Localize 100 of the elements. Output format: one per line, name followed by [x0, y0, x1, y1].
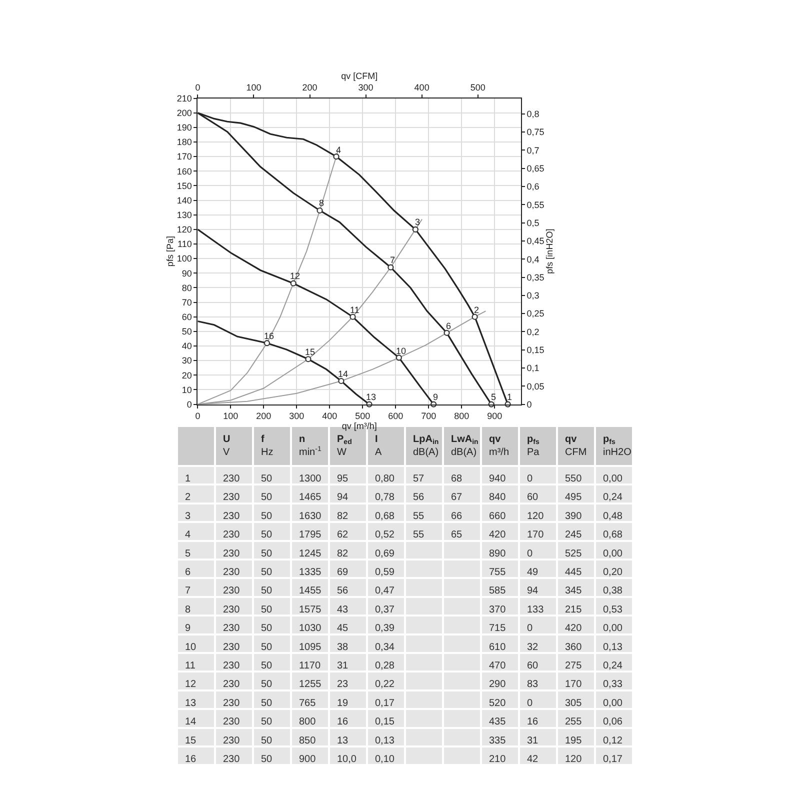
data-label: 230 [223, 660, 240, 672]
y-tick-label: 7 [185, 586, 191, 597]
data-label: 16 [527, 716, 539, 728]
x-tick-label: qv CFM [565, 434, 587, 458]
y-tick-label: 13 [185, 698, 197, 709]
data-label: 31 [527, 735, 539, 746]
annotation: 7 [390, 255, 396, 265]
data-label: 50 [261, 735, 273, 746]
y-axis-title: pfs [Pa] [165, 236, 176, 267]
data-label: 50 [261, 510, 273, 522]
data-label: 195 [565, 735, 582, 746]
y-tick-label: 60 [182, 312, 192, 322]
point [472, 314, 478, 320]
data-label: 68 [451, 474, 463, 484]
data-label: 230 [223, 586, 240, 597]
x-tick-label: LpA$_{in}$ dB(A) [413, 434, 439, 458]
annotation: 2 [474, 305, 480, 315]
data-label: 445 [565, 567, 582, 578]
data-label: 520 [489, 698, 506, 709]
data-label: 335 [489, 735, 506, 746]
x-tick-label: 800 [454, 411, 470, 422]
x2-tick-label: 400 [414, 82, 430, 93]
y-tick-label: 20 [182, 370, 192, 380]
y2-tick-label: 0,45 [526, 236, 544, 246]
y2-tick-label: 0,8 [526, 109, 540, 120]
data-label: 585 [489, 586, 506, 597]
data-label: 94 [527, 586, 539, 597]
annotation: 14 [338, 369, 348, 379]
data-label: 60 [527, 492, 539, 504]
data-label: 0,48 [603, 510, 623, 522]
data-label: 0,24 [603, 660, 623, 672]
data-label: 660 [489, 510, 506, 522]
x-tick-label: 100 [223, 411, 238, 422]
data-label: 0,22 [375, 679, 395, 690]
data-label: 55 [413, 530, 425, 541]
x2-tick-label: 500 [470, 82, 486, 93]
data-label: 95 [337, 474, 349, 484]
point [388, 264, 394, 270]
data-label: 50 [261, 604, 273, 616]
data-label: 0,20 [603, 567, 623, 578]
x-tick-label: LwA$_{in}$ dB(A) [451, 434, 478, 458]
data-label: 45 [337, 623, 349, 634]
data-label: 230 [223, 754, 240, 765]
data-label: 1245 [299, 548, 322, 560]
y-tick-label: 2 [185, 492, 191, 504]
data-label: 230 [223, 623, 240, 634]
y-tick-label: 14 [185, 716, 197, 728]
data-label: 610 [489, 642, 506, 653]
data-label: 800 [299, 716, 316, 728]
data-label: 57 [413, 474, 425, 484]
data-label: 133 [527, 604, 544, 616]
data-label: 0,15 [375, 716, 395, 728]
data-label: 0,13 [603, 642, 623, 653]
data-label: 67 [451, 492, 463, 504]
data-label: 230 [223, 604, 240, 616]
y-tick-label: 140 [176, 195, 192, 206]
y-tick-label: 80 [182, 282, 192, 293]
x-tick-label: 500 [355, 411, 370, 422]
data-label: 50 [261, 623, 273, 634]
x-tick-label: 900 [487, 411, 502, 422]
data-label: 420 [565, 623, 582, 634]
data-label: 65 [451, 530, 463, 541]
y-tick-label: 90 [182, 268, 192, 278]
data-label: 56 [337, 586, 349, 597]
y2-tick-label: 0,35 [526, 272, 544, 282]
data-label: 890 [489, 548, 506, 560]
data-label: 210 [489, 754, 506, 765]
data-label: 470 [489, 660, 506, 672]
data-label: 0,33 [603, 679, 623, 690]
point [350, 314, 356, 320]
data-label: 230 [223, 735, 240, 746]
data-label: 0,47 [375, 586, 395, 597]
x-tick-label: n min$^{-1}$ [299, 434, 322, 458]
data-label: 1335 [299, 567, 322, 578]
y-tick-label: 15 [185, 735, 197, 746]
data-label: 31 [337, 660, 349, 672]
annotation: 6 [446, 321, 452, 331]
data-label: 0,00 [603, 623, 623, 634]
data-label: 1300 [299, 474, 322, 484]
y-tick-label: 16 [185, 754, 197, 765]
data-label: 16 [337, 716, 349, 728]
data-label: 0,10 [375, 754, 395, 765]
data-label: 230 [223, 530, 240, 541]
data-label: 43 [337, 604, 349, 616]
data-label: 50 [261, 586, 273, 597]
y2-tick-label: 0 [526, 399, 532, 410]
data-label: 49 [527, 567, 539, 578]
data-label: 0 [527, 548, 533, 560]
data-label: 1630 [299, 510, 322, 522]
data-label: 0,17 [375, 698, 395, 709]
point [264, 340, 270, 346]
data-label: 50 [261, 567, 273, 578]
x-tick-label: U V [223, 434, 230, 458]
data-label: 0,24 [603, 492, 623, 504]
data-label: 230 [223, 567, 240, 578]
data-label: 0,68 [603, 530, 623, 541]
data-label: 290 [489, 679, 506, 690]
data-label: 50 [261, 698, 273, 709]
data-label: 715 [489, 623, 506, 634]
annotation: 8 [319, 198, 324, 208]
